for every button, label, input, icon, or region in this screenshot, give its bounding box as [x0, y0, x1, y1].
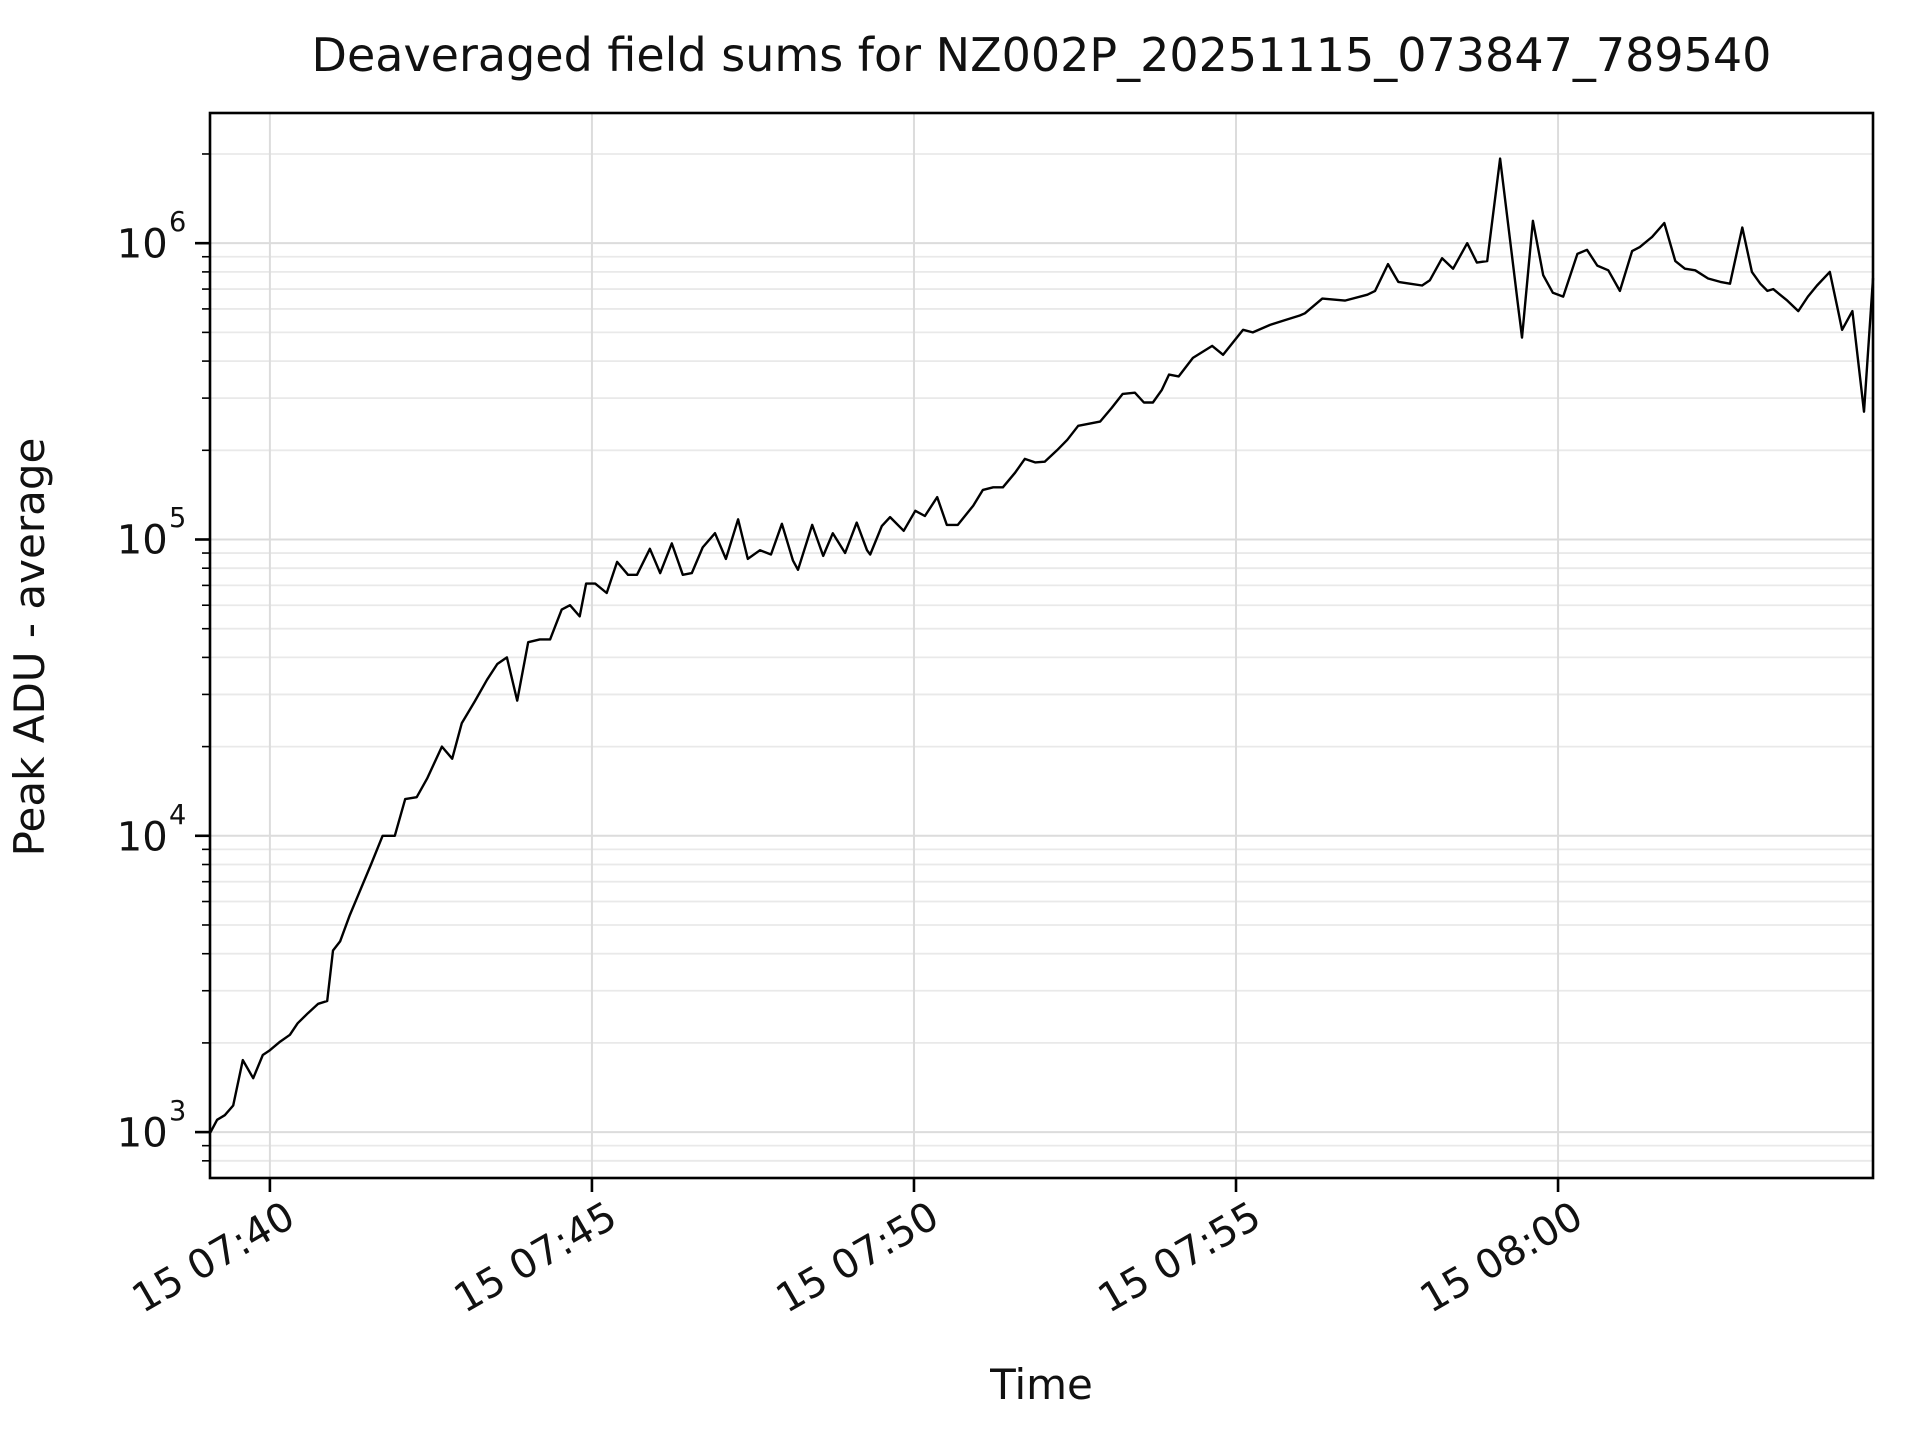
data-series [209, 157, 1875, 1134]
chart-title: Deaveraged field sums for NZ002P_2025111… [311, 28, 1772, 82]
x-axis-label: Time [990, 1360, 1093, 1409]
major-gridlines [210, 113, 1873, 1178]
plot-border [208, 111, 1875, 1180]
y-tick-label: 103 [116, 1095, 187, 1157]
y-tick-label: 106 [116, 206, 187, 268]
y-tick-label: 104 [116, 799, 187, 861]
axis-ticks [195, 153, 1560, 1192]
data-line [209, 157, 1875, 1134]
minor-gridlines [210, 153, 1873, 1162]
y-tick-label: 105 [116, 503, 187, 564]
